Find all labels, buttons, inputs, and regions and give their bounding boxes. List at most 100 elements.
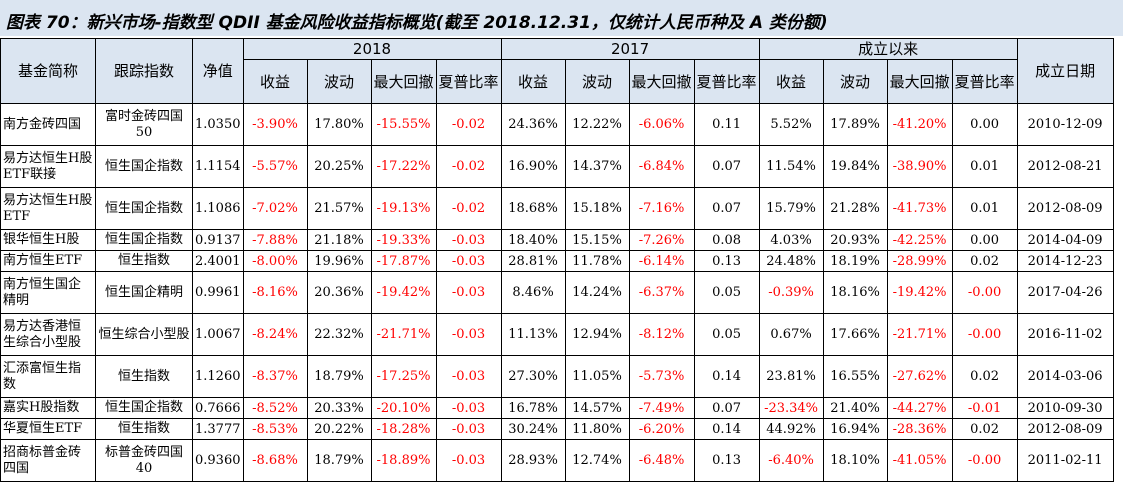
header-sharpe-since: 夏普比率 xyxy=(951,59,1018,104)
return-since-cell: -6.40% xyxy=(758,439,824,482)
return-2017-cell: 30.24% xyxy=(500,418,566,440)
volatility-since-cell: 16.94% xyxy=(822,418,888,440)
header-inception-date: 成立日期 xyxy=(1016,38,1114,104)
drawdown-2018-cell: -18.28% xyxy=(370,418,437,440)
return-2017-cell: 24.36% xyxy=(500,103,566,146)
table-row: 南方恒生国企精明 恒生国企精明 0.9961 -8.16% 20.36% -19.42% -… xyxy=(0,271,1114,314)
tracking-index-cell: 恒生国企指数 xyxy=(95,229,193,251)
volatility-2018-cell: 21.57% xyxy=(306,187,372,230)
fund-name-cell: 易方达香港恒生综合小型股 xyxy=(0,313,96,356)
sharpe-2017-cell: 0.14 xyxy=(693,418,760,440)
tracking-index-cell: 恒生国企指数 xyxy=(95,145,193,188)
volatility-since-cell: 17.66% xyxy=(822,313,888,356)
sharpe-2018-cell: -0.03 xyxy=(435,355,502,398)
return-2018-cell: -8.53% xyxy=(242,418,308,440)
table-row: 招商标普金砖四国 标普金砖四国40 0.9360 -8.68% 18.79% -18.89… xyxy=(0,439,1114,482)
inception-date-cell: 2014-04-09 xyxy=(1016,229,1114,251)
header-volatility-2017: 波动 xyxy=(564,59,630,104)
header-drawdown-2018: 最大回撤 xyxy=(370,59,437,104)
return-2018-cell: -7.02% xyxy=(242,187,308,230)
sharpe-2018-cell: -0.03 xyxy=(435,271,502,314)
inception-date-cell: 2012-08-21 xyxy=(1016,145,1114,188)
drawdown-2018-cell: -18.89% xyxy=(370,439,437,482)
return-since-cell: 15.79% xyxy=(758,187,824,230)
volatility-2018-cell: 21.18% xyxy=(306,229,372,251)
sharpe-since-cell: -0.01 xyxy=(951,397,1018,419)
header-nav: 净值 xyxy=(192,38,244,104)
return-2018-cell: -3.90% xyxy=(242,103,308,146)
drawdown-2018-cell: -17.22% xyxy=(370,145,437,188)
volatility-since-cell: 17.89% xyxy=(822,103,888,146)
drawdown-since-cell: -19.42% xyxy=(886,271,953,314)
volatility-2017-cell: 15.18% xyxy=(564,187,630,230)
sharpe-2018-cell: -0.03 xyxy=(435,439,502,482)
sharpe-2017-cell: 0.07 xyxy=(693,397,760,419)
return-2017-cell: 18.68% xyxy=(500,187,566,230)
return-2017-cell: 28.81% xyxy=(500,250,566,272)
sharpe-2018-cell: -0.03 xyxy=(435,397,502,419)
sharpe-since-cell: -0.00 xyxy=(951,313,1018,356)
table-body: 南方金砖四国 富时金砖四国50 1.0350 -3.90% 17.80% -15.55% -… xyxy=(0,103,1114,482)
drawdown-2017-cell: -7.16% xyxy=(628,187,695,230)
tracking-index-cell: 恒生综合小型股 xyxy=(95,313,193,356)
volatility-since-cell: 16.55% xyxy=(822,355,888,398)
sharpe-2017-cell: 0.05 xyxy=(693,313,760,356)
drawdown-since-cell: -41.73% xyxy=(886,187,953,230)
volatility-2018-cell: 19.96% xyxy=(306,250,372,272)
return-since-cell: 24.48% xyxy=(758,250,824,272)
return-since-cell: 5.52% xyxy=(758,103,824,146)
table-row: 易方达香港恒生综合小型股 恒生综合小型股 1.0067 -8.24% 22.32% -21… xyxy=(0,313,1114,356)
drawdown-2017-cell: -7.49% xyxy=(628,397,695,419)
header-return-2018: 收益 xyxy=(242,59,308,104)
fund-name-cell: 嘉实H股指数 xyxy=(0,397,96,419)
volatility-2017-cell: 11.05% xyxy=(564,355,630,398)
drawdown-since-cell: -21.71% xyxy=(886,313,953,356)
sharpe-2018-cell: -0.03 xyxy=(435,229,502,251)
sharpe-2017-cell: 0.07 xyxy=(693,145,760,188)
return-2018-cell: -8.68% xyxy=(242,439,308,482)
volatility-2017-cell: 14.37% xyxy=(564,145,630,188)
drawdown-2018-cell: -19.42% xyxy=(370,271,437,314)
return-since-cell: -0.39% xyxy=(758,271,824,314)
return-2017-cell: 16.90% xyxy=(500,145,566,188)
sharpe-since-cell: 0.02 xyxy=(951,355,1018,398)
drawdown-2018-cell: -15.55% xyxy=(370,103,437,146)
volatility-since-cell: 21.40% xyxy=(822,397,888,419)
inception-date-cell: 2017-04-26 xyxy=(1016,271,1114,314)
drawdown-since-cell: -44.27% xyxy=(886,397,953,419)
volatility-since-cell: 21.28% xyxy=(822,187,888,230)
drawdown-2018-cell: -21.71% xyxy=(370,313,437,356)
volatility-2017-cell: 15.15% xyxy=(564,229,630,251)
header-volatility-2018: 波动 xyxy=(306,59,372,104)
fund-name-cell: 易方达恒生H股ETF联接 xyxy=(0,145,96,188)
return-2017-cell: 18.40% xyxy=(500,229,566,251)
sharpe-2017-cell: 0.07 xyxy=(693,187,760,230)
header-sharpe-2018: 夏普比率 xyxy=(435,59,502,104)
nav-cell: 1.0350 xyxy=(192,103,244,146)
header-group-2018: 2018 xyxy=(242,38,502,60)
volatility-since-cell: 20.93% xyxy=(822,229,888,251)
volatility-2018-cell: 18.79% xyxy=(306,355,372,398)
page-title: 图表 70：新兴市场-指数型 QDII 基金风险收益指标概览(截至 2018.1… xyxy=(0,0,1123,36)
table-row: 易方达恒生H股ETF 恒生国企指数 1.1086 -7.02% 21.57% -19.13… xyxy=(0,187,1114,230)
nav-cell: 2.4001 xyxy=(192,250,244,272)
fund-name-cell: 南方恒生国企精明 xyxy=(0,271,96,314)
drawdown-since-cell: -41.05% xyxy=(886,439,953,482)
fund-name-cell: 银华恒生H股 xyxy=(0,229,96,251)
inception-date-cell: 2011-02-11 xyxy=(1016,439,1114,482)
return-2018-cell: -8.00% xyxy=(242,250,308,272)
header-drawdown-since: 最大回撤 xyxy=(886,59,953,104)
drawdown-since-cell: -38.90% xyxy=(886,145,953,188)
sharpe-since-cell: 0.00 xyxy=(951,229,1018,251)
sharpe-2017-cell: 0.14 xyxy=(693,355,760,398)
sharpe-2017-cell: 0.05 xyxy=(693,271,760,314)
drawdown-2017-cell: -6.14% xyxy=(628,250,695,272)
header-drawdown-2017: 最大回撤 xyxy=(628,59,695,104)
drawdown-2017-cell: -6.06% xyxy=(628,103,695,146)
return-2017-cell: 28.93% xyxy=(500,439,566,482)
return-since-cell: 4.03% xyxy=(758,229,824,251)
drawdown-2017-cell: -6.48% xyxy=(628,439,695,482)
return-2017-cell: 11.13% xyxy=(500,313,566,356)
tracking-index-cell: 恒生国企指数 xyxy=(95,397,193,419)
drawdown-2018-cell: -19.13% xyxy=(370,187,437,230)
